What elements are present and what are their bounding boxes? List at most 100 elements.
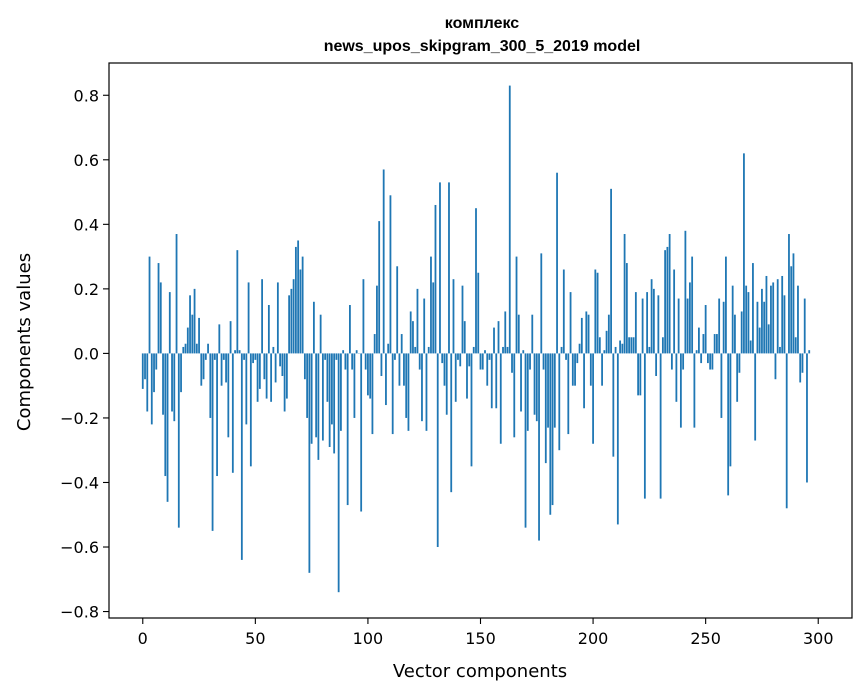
bar — [808, 350, 811, 354]
bar — [781, 275, 784, 354]
bar — [416, 288, 419, 354]
bar — [619, 340, 621, 354]
bar — [675, 353, 678, 402]
bar — [321, 353, 324, 441]
bar — [571, 353, 574, 386]
bar — [511, 353, 513, 373]
bar — [317, 353, 320, 460]
bar — [337, 353, 340, 593]
bar — [641, 298, 644, 354]
bar — [475, 208, 477, 354]
bar — [601, 353, 603, 386]
bar — [389, 195, 392, 354]
bar — [335, 353, 338, 360]
y-tick-label: 0.8 — [74, 86, 99, 105]
bar — [740, 311, 743, 354]
bar — [567, 353, 570, 435]
bar — [544, 353, 547, 464]
bar — [261, 279, 263, 354]
bar — [549, 353, 552, 515]
bar — [677, 298, 680, 354]
bar — [779, 346, 781, 354]
bar — [707, 353, 709, 364]
bar — [331, 353, 333, 425]
bar — [306, 353, 309, 418]
bar — [364, 353, 367, 370]
bar — [531, 314, 534, 354]
bar — [204, 353, 207, 360]
y-tick-label: −0.6 — [60, 538, 99, 557]
bar — [168, 292, 171, 354]
bar — [515, 256, 518, 354]
bar — [752, 263, 754, 354]
bar — [254, 353, 257, 360]
bar — [144, 353, 146, 380]
bar — [276, 282, 279, 354]
bar — [650, 279, 653, 354]
bar — [308, 353, 311, 573]
bar — [542, 353, 545, 370]
bar — [794, 337, 797, 354]
bar — [738, 353, 741, 373]
bar — [767, 324, 770, 354]
bar — [488, 353, 491, 360]
bar — [367, 353, 369, 396]
bar — [448, 182, 450, 354]
bar — [328, 353, 331, 447]
bar — [378, 221, 381, 354]
bar — [806, 353, 808, 483]
bar — [761, 288, 763, 354]
bar — [526, 353, 529, 431]
bar — [603, 350, 606, 354]
bar — [797, 285, 799, 354]
bar — [725, 256, 727, 354]
bar — [285, 353, 288, 399]
bar — [643, 353, 646, 499]
bar — [189, 295, 191, 354]
bar — [396, 266, 399, 354]
bar — [225, 353, 227, 383]
bar — [799, 353, 802, 383]
bar — [265, 353, 268, 399]
bar — [470, 353, 473, 467]
bar — [713, 334, 716, 354]
bar — [720, 353, 723, 418]
bar — [209, 353, 212, 418]
bar — [670, 353, 673, 370]
bar — [770, 285, 772, 354]
bar — [533, 353, 536, 415]
bar — [704, 305, 707, 354]
x-tick-label: 150 — [465, 629, 496, 648]
bar — [267, 305, 270, 354]
bar — [222, 353, 225, 360]
bar — [213, 353, 216, 360]
plot-frame — [108, 62, 853, 619]
bar — [605, 330, 608, 354]
bar — [227, 353, 230, 438]
bar — [279, 353, 282, 367]
bar — [369, 353, 372, 399]
bar — [270, 353, 273, 402]
bar — [200, 353, 203, 386]
bar — [180, 353, 182, 393]
bar — [443, 353, 446, 386]
bar — [236, 250, 239, 354]
bar — [547, 353, 549, 428]
x-tick-label: 0 — [138, 629, 148, 648]
bar — [659, 353, 662, 499]
bar — [702, 334, 705, 354]
bar — [434, 204, 437, 354]
chart-title: комплекс news_upos_skipgram_300_5_2019 m… — [324, 15, 641, 55]
bar — [803, 298, 806, 354]
bar — [574, 353, 576, 386]
bar — [652, 288, 655, 354]
chart-title-line-2: news_upos_skipgram_300_5_2019 model — [324, 38, 641, 55]
bar — [538, 353, 540, 541]
bar — [472, 346, 475, 354]
bar — [162, 353, 164, 415]
bar — [148, 256, 151, 354]
bar — [632, 337, 635, 354]
x-tick-label: 50 — [245, 629, 265, 648]
bar — [709, 353, 712, 370]
